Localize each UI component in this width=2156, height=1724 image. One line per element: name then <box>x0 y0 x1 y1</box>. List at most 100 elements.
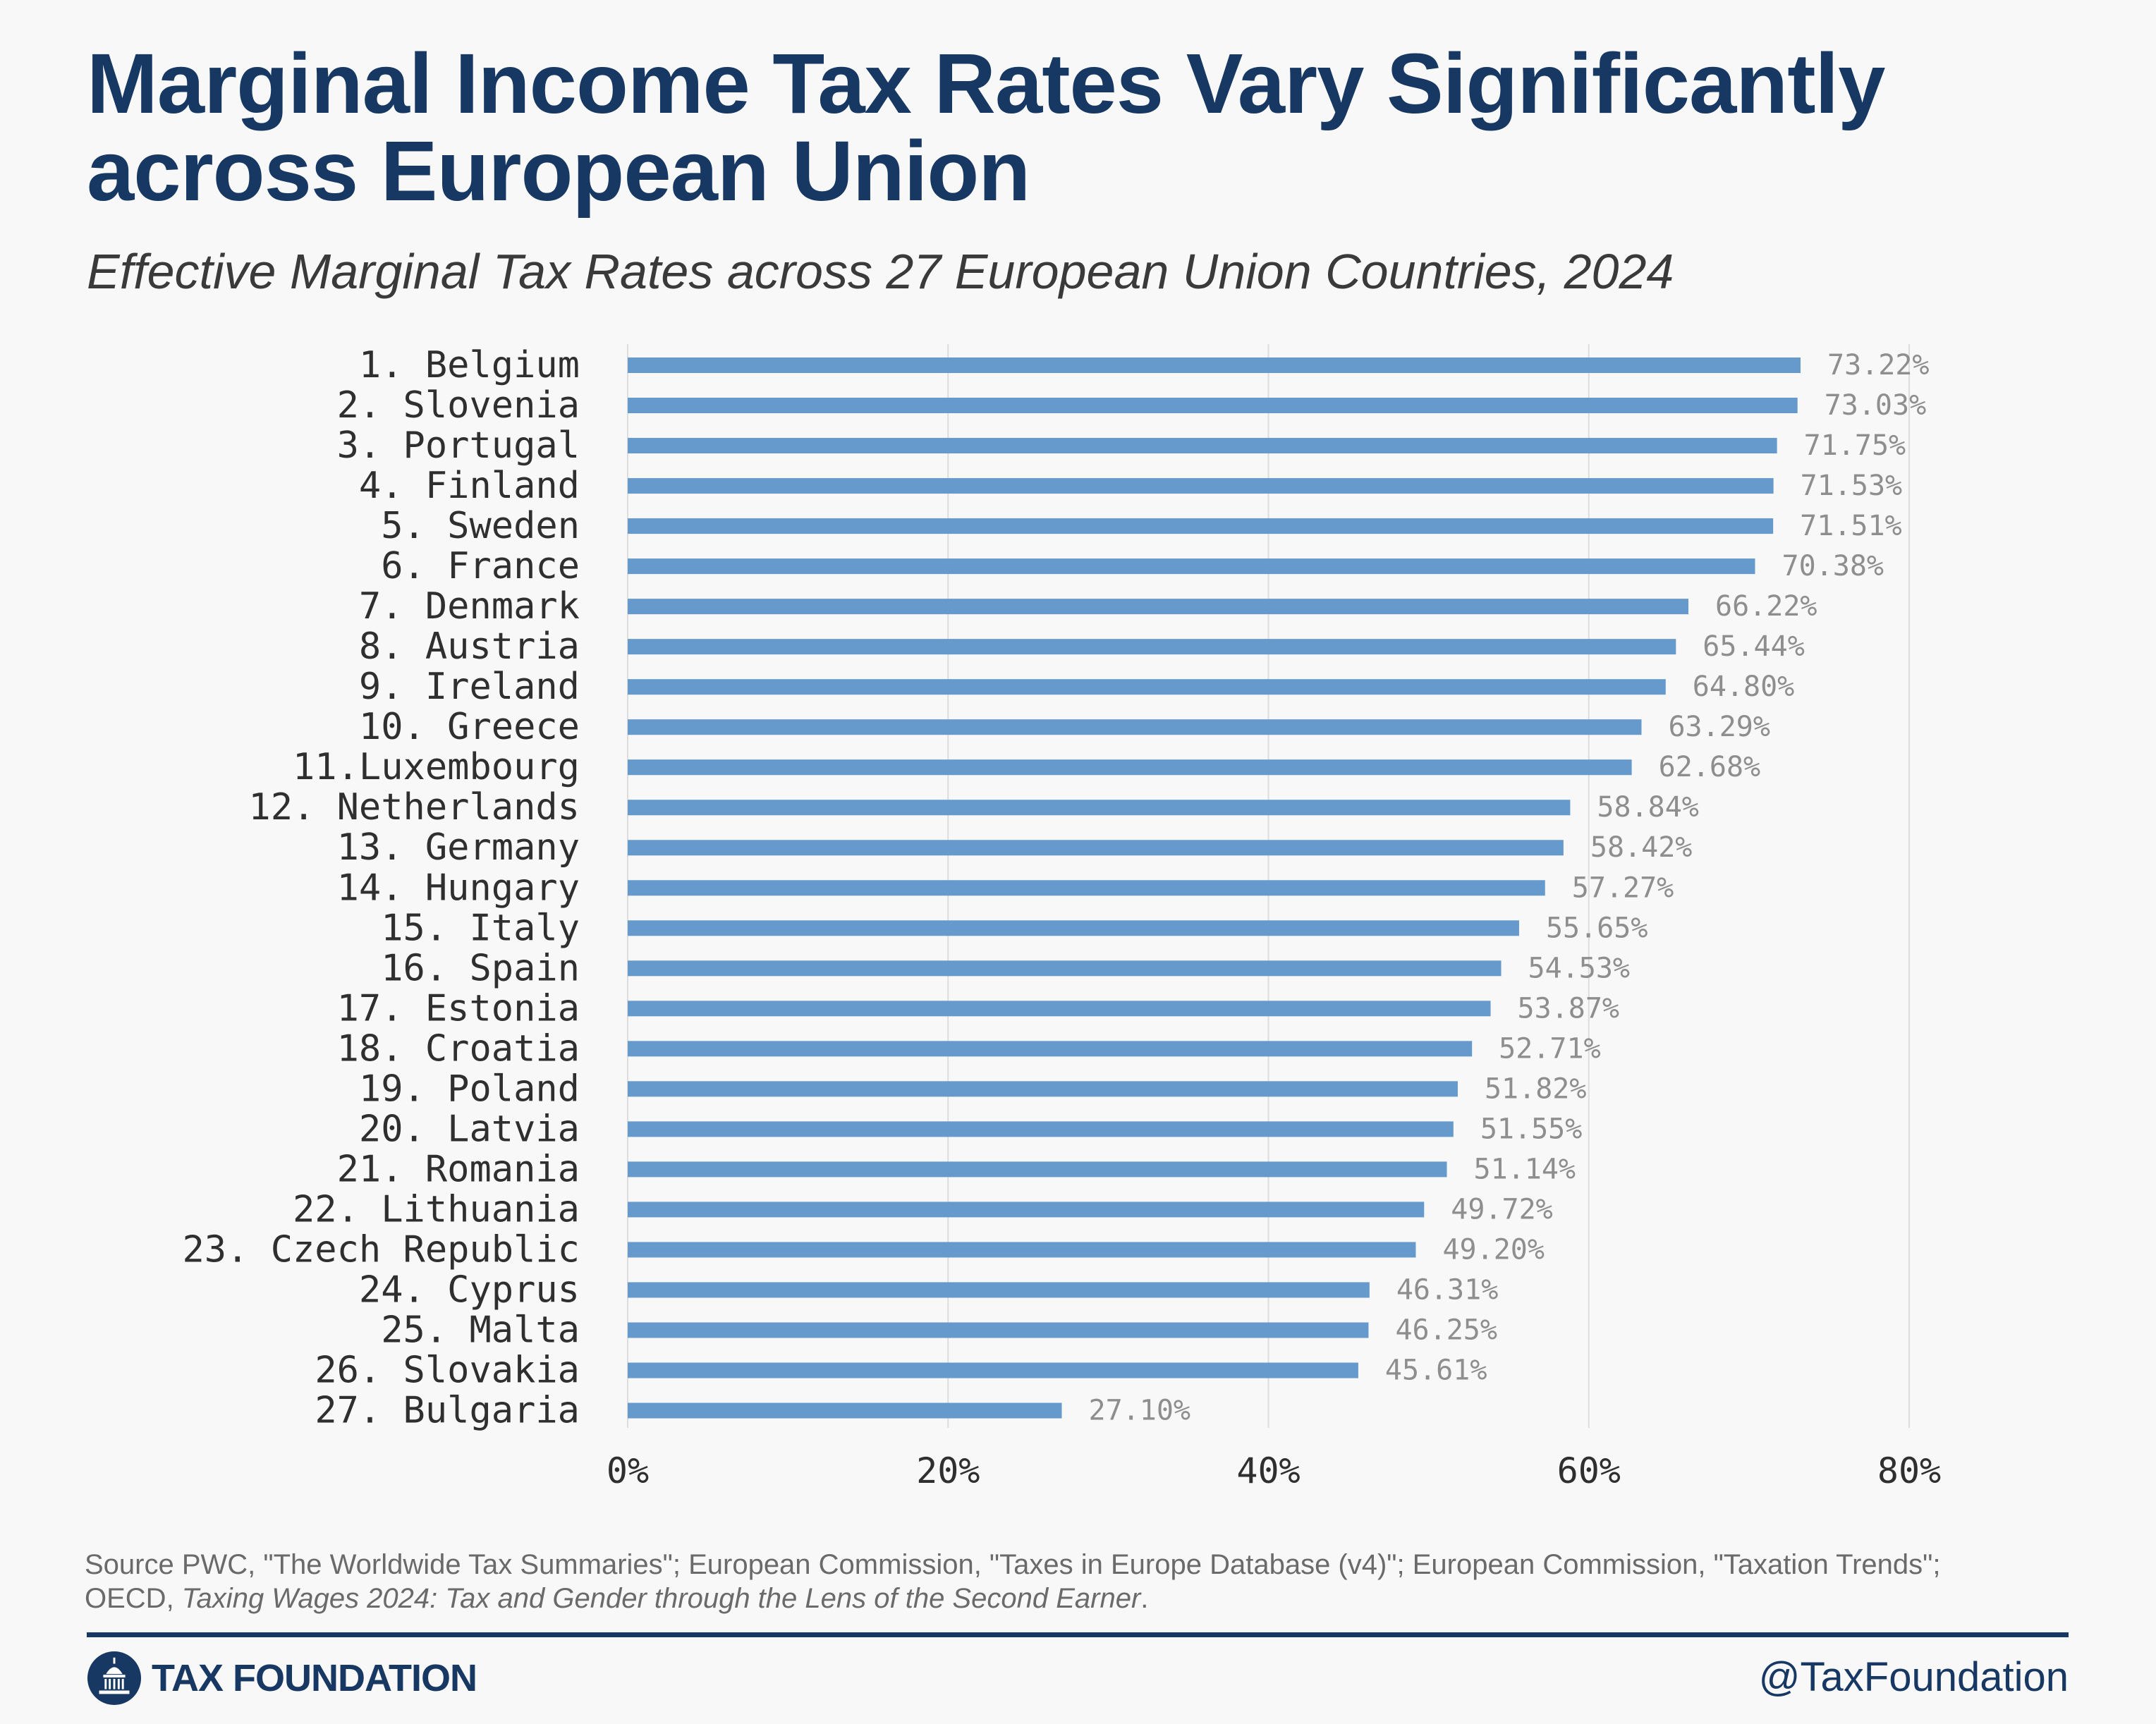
data-label: 58.84% <box>1597 791 1699 824</box>
x-tick-label: 0% <box>607 1450 649 1491</box>
category-label: 22. Lithuania <box>293 1188 580 1230</box>
data-label: 62.68% <box>1659 751 1761 783</box>
data-label: 49.72% <box>1451 1193 1553 1225</box>
category-label: 12. Netherlands <box>248 786 580 829</box>
category-label: 24. Cyprus <box>359 1268 580 1311</box>
footer-divider <box>87 1632 2069 1637</box>
data-label: 55.65% <box>1546 912 1648 944</box>
data-label: 54.53% <box>1528 952 1631 984</box>
bar <box>628 1001 1491 1017</box>
category-label: 7. Denmark <box>359 585 580 628</box>
data-label: 66.22% <box>1715 590 1817 623</box>
data-label: 53.87% <box>1518 992 1620 1025</box>
data-label: 27.10% <box>1089 1395 1191 1427</box>
bar <box>628 478 1774 494</box>
bar <box>628 398 1798 414</box>
category-label: 8. Austria <box>359 625 580 668</box>
data-label: 65.44% <box>1703 630 1805 663</box>
category-label: 1. Belgium <box>359 344 580 386</box>
category-label: 4. Finland <box>359 465 580 507</box>
data-label: 51.82% <box>1485 1072 1587 1105</box>
category-label: 9. Ireland <box>359 666 580 708</box>
category-label: 25. Malta <box>381 1309 580 1351</box>
bar <box>628 880 1545 896</box>
bar <box>628 920 1519 936</box>
x-tick-label: 60% <box>1557 1450 1621 1491</box>
bar <box>628 357 1801 373</box>
data-label: 70.38% <box>1782 550 1884 582</box>
category-label: 26. Slovakia <box>315 1350 580 1392</box>
data-label: 46.25% <box>1395 1314 1497 1346</box>
data-label: 49.20% <box>1442 1233 1545 1266</box>
twitter-handle[interactable]: @TaxFoundation <box>1758 1654 2069 1700</box>
category-label: 27. Bulgaria <box>315 1390 580 1432</box>
source-line-1: Source PWC, "The Worldwide Tax Summaries… <box>85 1549 1941 1580</box>
data-label: 45.61% <box>1385 1355 1487 1387</box>
bar <box>628 1402 1062 1419</box>
x-axis-ticks: 0% 20% 40% 60% 80% <box>607 1450 1941 1491</box>
source-line-2-suffix: . <box>1140 1583 1149 1614</box>
data-label: 73.03% <box>1825 389 1927 422</box>
bar <box>628 1041 1473 1057</box>
data-label: 71.75% <box>1804 429 1906 462</box>
bar <box>628 719 1642 735</box>
source-note: Source PWC, "The Worldwide Tax Summaries… <box>85 1548 2102 1615</box>
bar <box>628 639 1676 655</box>
chart-title: Marginal Income Tax Rates Vary Significa… <box>87 39 2061 214</box>
x-tick-label: 20% <box>916 1450 980 1491</box>
bar <box>628 599 1689 615</box>
category-label: 15. Italy <box>381 907 580 949</box>
data-label: 64.80% <box>1693 671 1795 703</box>
bars <box>628 357 1801 1419</box>
tax-foundation-logo[interactable]: TAX FOUNDATION <box>87 1649 477 1708</box>
bar <box>628 759 1632 776</box>
chart-subtitle: Effective Marginal Tax Rates across 27 E… <box>87 244 1674 299</box>
category-label: 2. Slovenia <box>337 384 580 427</box>
data-label: 52.71% <box>1499 1032 1601 1065</box>
chart-title-line-2: across European Union <box>87 123 1030 219</box>
category-label: 16. Spain <box>381 947 580 989</box>
brand-name: TAX FOUNDATION <box>152 1657 477 1699</box>
data-label: 51.55% <box>1480 1113 1583 1145</box>
category-label: 13. Germany <box>337 826 580 869</box>
data-label: 46.31% <box>1396 1273 1499 1306</box>
bar <box>628 1202 1425 1218</box>
category-label: 3. Portugal <box>337 424 580 467</box>
category-label: 14. Hungary <box>337 867 580 909</box>
category-label: 6. France <box>381 545 580 587</box>
bar <box>628 1081 1458 1097</box>
bar <box>628 1121 1454 1137</box>
data-label: 63.29% <box>1668 711 1770 743</box>
bar <box>628 438 1777 454</box>
data-label: 57.27% <box>1572 872 1674 904</box>
source-line-2-italic: Taxing Wages 2024: Tax and Gender throug… <box>181 1583 1141 1614</box>
x-tick-label: 40% <box>1236 1450 1300 1491</box>
value-labels: 73.22% 73.03% 71.75% 71.53% 71.51% 70.38% 66.2… <box>1089 349 1930 1427</box>
x-tick-label: 80% <box>1877 1450 1941 1491</box>
category-label: 18. Croatia <box>337 1027 580 1070</box>
category-label: 23. Czech Republic <box>182 1228 580 1271</box>
bar <box>628 1282 1370 1298</box>
data-label: 58.42% <box>1590 831 1693 864</box>
data-label: 73.22% <box>1827 349 1930 381</box>
bar <box>628 1322 1369 1338</box>
bar <box>628 558 1755 575</box>
category-label: 5. Sweden <box>381 505 580 547</box>
category-label: 19. Poland <box>359 1068 580 1110</box>
source-line-2-prefix: OECD, <box>85 1583 182 1614</box>
data-label: 51.14% <box>1474 1153 1576 1185</box>
chart-title-line-1: Marginal Income Tax Rates Vary Significa… <box>87 35 1885 131</box>
category-label: 21. Romania <box>337 1148 580 1190</box>
bar <box>628 840 1564 856</box>
data-label: 71.53% <box>1801 470 1903 502</box>
category-label: 11.Luxembourg <box>293 746 580 788</box>
bar <box>628 679 1666 695</box>
category-label: 20. Latvia <box>359 1108 580 1150</box>
bar <box>628 1161 1447 1178</box>
category-label: 17. Estonia <box>337 987 580 1029</box>
category-label: 10. Greece <box>359 706 580 748</box>
bar <box>628 518 1774 534</box>
bar <box>628 1362 1358 1378</box>
